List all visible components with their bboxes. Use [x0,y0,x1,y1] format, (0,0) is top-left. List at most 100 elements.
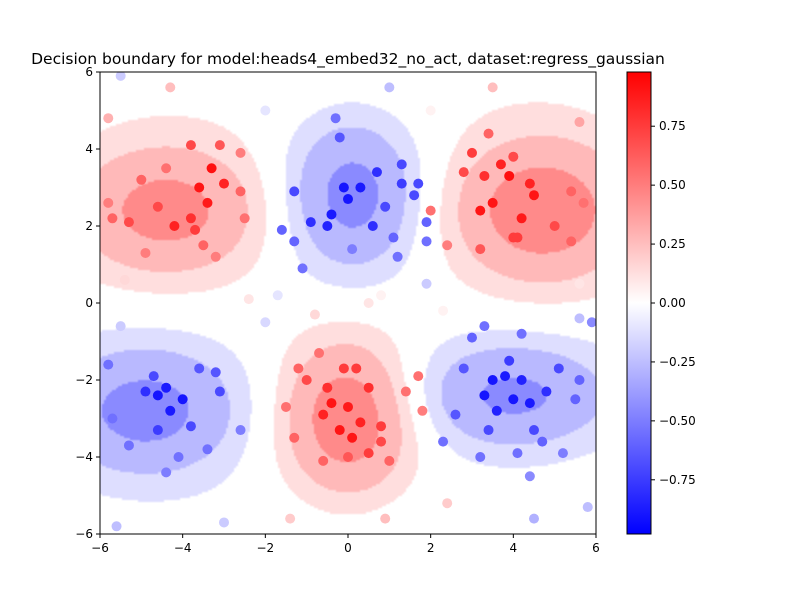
data-point [508,151,519,162]
data-point [442,498,453,509]
colorbar-gradient [626,71,652,535]
data-point [388,232,399,243]
data-points [103,72,596,532]
data-point [479,170,490,181]
data-point [140,386,151,397]
data-point [206,163,217,174]
data-point [355,417,366,428]
data-point [512,232,523,243]
data-point [371,167,382,178]
data-point [495,159,506,170]
data-point [343,452,353,462]
data-point [504,170,515,181]
data-point [380,513,391,524]
data-point [185,140,196,151]
data-point [123,217,134,228]
data-point [475,452,486,462]
data-point [586,317,596,328]
data-point [512,448,523,459]
data-point [413,371,424,382]
data-point [123,440,134,451]
data-point [235,186,246,197]
data-point [479,390,490,401]
data-point [136,174,147,185]
data-point [363,298,374,308]
colorbar-tick-label: 0.25 [659,237,686,251]
data-point [239,213,250,224]
data-point [194,363,205,374]
data-point [516,213,527,224]
data-point [289,236,300,247]
data-point [165,82,176,93]
data-point [458,363,469,374]
data-point [487,82,498,93]
y-tick-label: −4 [75,450,93,464]
data-point [574,117,585,128]
colorbar-tick-label: 0.00 [659,296,686,310]
data-point [322,221,333,231]
data-point [235,147,246,158]
data-point [566,186,577,197]
data-point [500,371,511,382]
data-point [421,236,432,247]
data-point [384,455,395,466]
data-point [272,290,283,301]
x-tick-label: −2 [256,541,274,555]
data-point [529,425,539,436]
data-point [334,132,345,143]
data-point [297,263,308,274]
data-point [190,224,201,235]
data-point [165,405,176,416]
data-point [281,401,291,412]
data-point [409,190,420,201]
data-point [202,444,213,455]
y-tick-label: −2 [75,373,93,387]
colorbar-ticks: −0.75 −0.50 −0.25 0.00 0.25 0.50 0.75 [651,119,696,487]
data-point [185,213,196,224]
colorbar: −0.75 −0.50 −0.25 0.00 0.25 0.50 0.75 [626,71,696,535]
data-point [103,113,114,124]
data-point [529,190,539,201]
data-point [202,197,213,208]
data-point [293,363,304,374]
data-point [524,471,535,482]
x-tick-label: −6 [91,541,109,555]
data-point [483,425,494,436]
data-point [400,386,411,397]
data-point [491,405,502,416]
data-point [177,394,188,405]
x-tick-label: 2 [427,541,435,555]
data-point [541,386,552,397]
data-point [214,386,225,397]
data-point [425,105,436,116]
data-point [169,221,180,231]
data-point [330,113,341,124]
data-point [376,436,387,447]
data-point [343,401,353,412]
data-point [458,167,469,178]
data-point [161,467,172,478]
data-point [111,521,122,532]
data-point [516,375,527,385]
data-point [219,517,229,528]
data-point [438,305,449,316]
data-point [318,409,329,420]
data-point [438,436,449,447]
data-point [285,513,296,524]
data-point [152,390,163,401]
data-point [347,432,358,443]
data-point [442,240,453,251]
data-point [363,448,374,459]
data-point [467,332,477,343]
x-tick-label: 6 [592,541,600,555]
data-point [557,448,568,459]
data-point [578,197,589,208]
data-point [301,375,312,385]
data-point [384,82,395,93]
data-point [309,309,320,320]
data-point [479,321,490,332]
data-point [107,213,118,224]
data-point [376,421,387,432]
colorbar-tick-label: −0.50 [659,414,696,428]
